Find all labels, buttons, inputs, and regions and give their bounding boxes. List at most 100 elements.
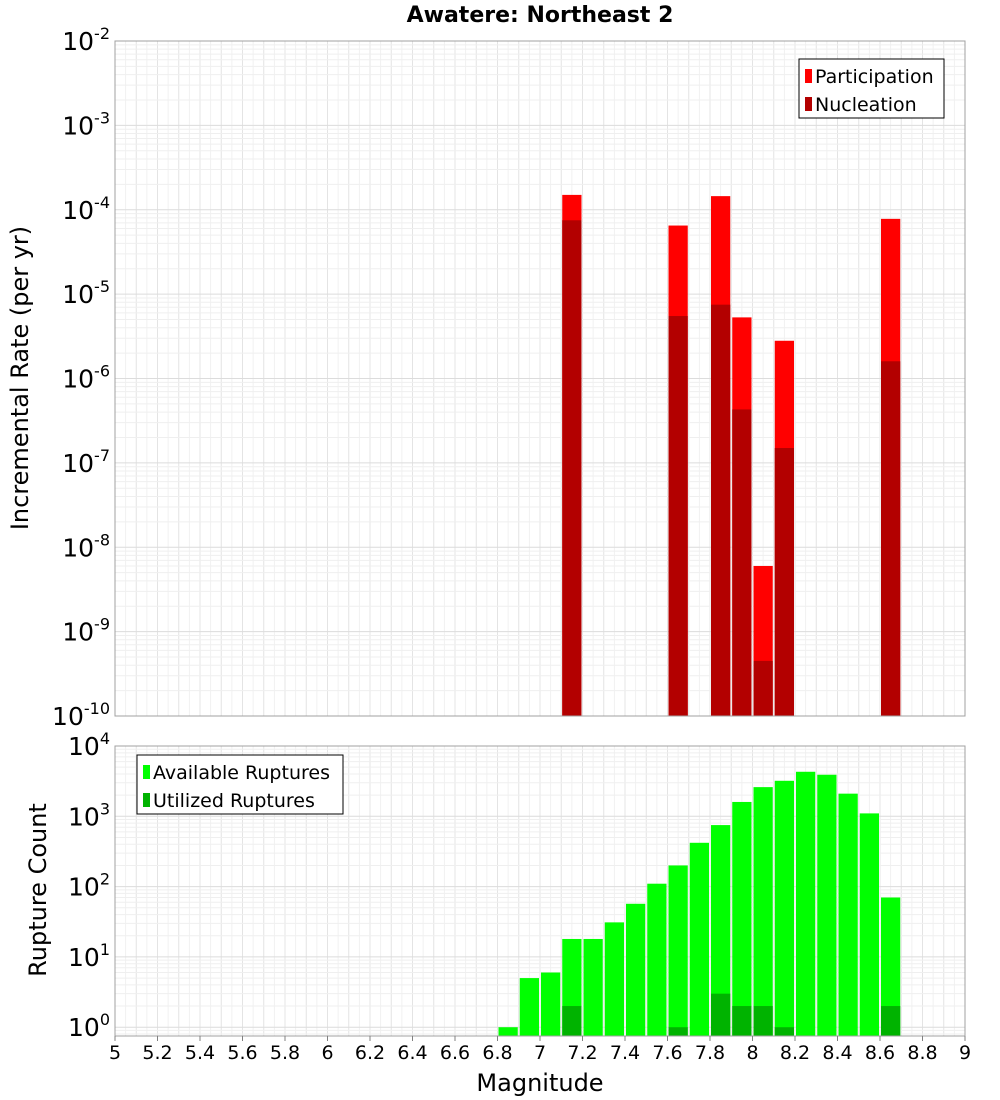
- legend-label: Utilized Ruptures: [153, 790, 315, 812]
- y-tick-label: 10-7: [62, 446, 110, 478]
- legend-swatch: [805, 97, 812, 111]
- y-tick-base: 10: [52, 702, 84, 731]
- bar-available-ruptures: [881, 897, 901, 1036]
- x-tick-label: 5.2: [142, 1042, 172, 1064]
- y-tick-exponent: 2: [100, 870, 110, 889]
- x-tick-label: 6.4: [397, 1042, 427, 1064]
- x-tick-label: 7.8: [695, 1042, 725, 1064]
- y-tick-label: 10-9: [62, 615, 110, 647]
- x-tick-label: 7.4: [610, 1042, 640, 1064]
- y-tick-label: 10-5: [62, 277, 110, 309]
- x-axis-label: Magnitude: [476, 1069, 603, 1097]
- bar-available-ruptures: [689, 842, 709, 1036]
- y-tick-label: 10-2: [62, 24, 110, 56]
- bar-nucleation: [562, 220, 582, 717]
- bar-available-ruptures: [626, 903, 646, 1036]
- x-tick-label: 5.4: [185, 1042, 215, 1064]
- x-tick-label: 5.6: [227, 1042, 257, 1064]
- y-tick-exponent: -8: [94, 530, 110, 549]
- x-tick-label: 5: [109, 1042, 121, 1064]
- y-tick-exponent: 1: [100, 940, 110, 959]
- bar-utilized-ruptures: [881, 1006, 901, 1036]
- bar-nucleation: [753, 660, 773, 716]
- y-tick-base: 10: [68, 802, 100, 831]
- bar-available-ruptures: [668, 865, 688, 1036]
- y-tick-label: 103: [68, 799, 110, 831]
- y-tick-label: 10-3: [62, 108, 110, 140]
- x-tick-label: 8.6: [865, 1042, 895, 1064]
- chart-title: Awatere: Northeast 2: [407, 3, 674, 28]
- y-tick-base: 10: [62, 27, 94, 56]
- legend-label: Available Ruptures: [153, 762, 330, 784]
- y-tick-base: 10: [62, 365, 94, 394]
- legend-box: [798, 58, 945, 119]
- x-tick-label: 7: [534, 1042, 546, 1064]
- legend-label: Nucleation: [815, 94, 917, 116]
- y-tick-label: 101: [68, 940, 110, 972]
- bar-available-ruptures: [838, 793, 858, 1036]
- x-tick-label: 6.8: [482, 1042, 512, 1064]
- y-tick-base: 10: [68, 1013, 100, 1042]
- top-bars: [114, 40, 966, 717]
- bottom-bars: [114, 745, 966, 1037]
- bar-nucleation: [881, 361, 901, 716]
- legend-swatch: [805, 69, 812, 83]
- bar-nucleation: [711, 304, 731, 716]
- y-tick-exponent: -3: [94, 108, 110, 127]
- bar-available-ruptures: [796, 771, 816, 1036]
- y-tick-label: 100: [68, 1010, 110, 1042]
- bar-available-ruptures: [519, 978, 539, 1036]
- bar-nucleation: [774, 448, 794, 716]
- bar-utilized-ruptures: [711, 993, 731, 1036]
- y-tick-label: 102: [68, 870, 110, 902]
- x-tick-label: 9: [959, 1042, 971, 1064]
- y-tick-exponent: -2: [94, 24, 110, 43]
- bar-available-ruptures: [604, 922, 624, 1036]
- y-tick-exponent: 4: [100, 729, 110, 748]
- y-tick-exponent: -9: [94, 615, 110, 634]
- y-tick-exponent: 3: [100, 799, 110, 818]
- bottom-x-ticks: 5 5.2 5.4 5.6 5.8 6 6.2 6.4 6.6 6.8 7 7.2 7.4 7.6 7.8 8…: [109, 1036, 971, 1064]
- x-tick-label: 5.8: [270, 1042, 300, 1064]
- x-tick-label: 6: [321, 1042, 333, 1064]
- y-tick-exponent: 0: [100, 1010, 110, 1029]
- y-tick-base: 10: [62, 111, 94, 140]
- bar-nucleation: [668, 316, 688, 716]
- top-grid: [114, 40, 966, 717]
- bar-available-ruptures: [541, 972, 561, 1036]
- y-tick-base: 10: [68, 943, 100, 972]
- bar-available-ruptures: [498, 1027, 518, 1036]
- x-tick-label: 8: [746, 1042, 758, 1064]
- x-tick-label: 8.2: [780, 1042, 810, 1064]
- legend-swatch: [143, 765, 150, 779]
- legend-box: [136, 754, 344, 815]
- y-tick-exponent: -4: [94, 193, 110, 212]
- bar-available-ruptures: [583, 938, 603, 1036]
- y-tick-base: 10: [62, 533, 94, 562]
- bottom-y-axis-label: Rupture Count: [24, 803, 52, 977]
- bar-available-ruptures: [774, 780, 794, 1036]
- y-tick-exponent: -7: [94, 446, 110, 465]
- top-y-axis-label: Incremental Rate (per yr): [6, 226, 34, 530]
- y-tick-label: 104: [68, 729, 110, 761]
- y-tick-label: 10-4: [62, 193, 110, 225]
- bar-available-ruptures: [859, 813, 879, 1036]
- x-tick-label: 8.8: [907, 1042, 937, 1064]
- y-tick-exponent: -10: [84, 699, 110, 718]
- bar-utilized-ruptures: [774, 1027, 794, 1036]
- bar-utilized-ruptures: [732, 1006, 752, 1036]
- bar-available-ruptures: [817, 774, 837, 1036]
- bar-available-ruptures: [732, 801, 752, 1036]
- y-tick-exponent: -6: [94, 362, 110, 381]
- x-tick-label: 6.6: [440, 1042, 470, 1064]
- bar-available-ruptures: [647, 883, 667, 1036]
- bar-utilized-ruptures: [753, 1006, 773, 1036]
- y-tick-base: 10: [68, 732, 100, 761]
- plot-frame: [114, 40, 966, 717]
- y-tick-label: 10-10: [52, 699, 110, 731]
- y-tick-label: 10-8: [62, 530, 110, 562]
